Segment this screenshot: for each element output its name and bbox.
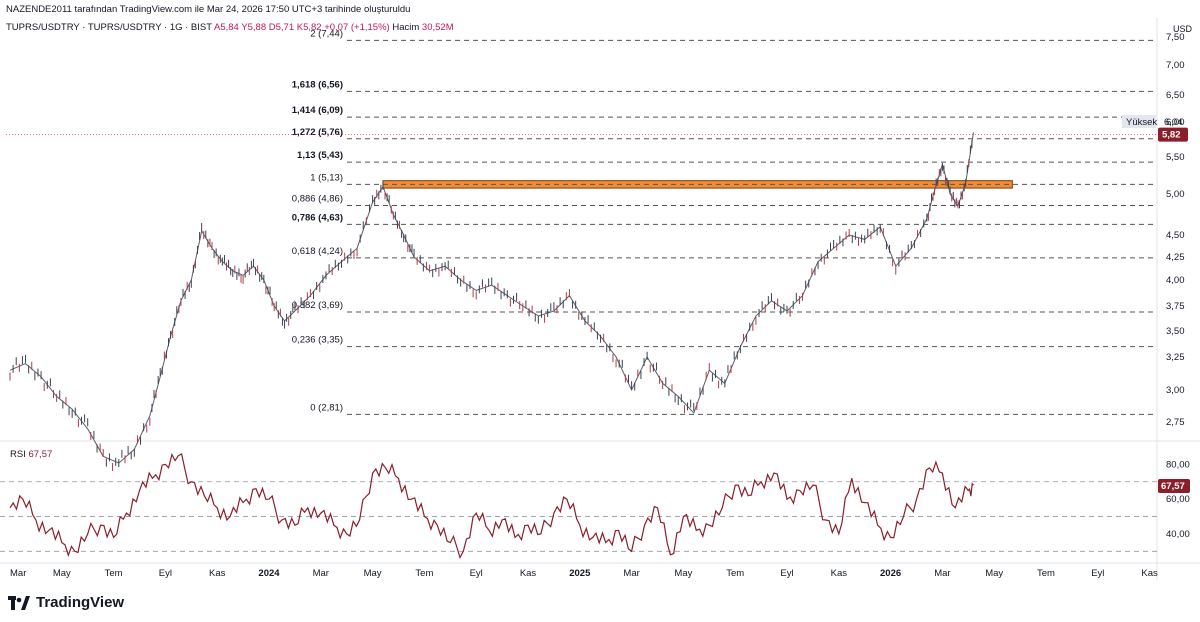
last-price-badge xyxy=(1158,127,1188,142)
time-axis-tick: Tem xyxy=(726,568,744,579)
rsi-current: 67,57 xyxy=(28,449,53,460)
time-axis-tick: Eyl xyxy=(470,568,483,579)
time-axis-tick: Kas xyxy=(1141,568,1158,579)
rsi-legend: RSI 67,57 xyxy=(10,449,52,460)
fib-level-label: 0,618 (4,24) xyxy=(292,246,343,257)
price-axis-tick: 3,00 xyxy=(1166,385,1185,396)
time-axis-tick: May xyxy=(674,568,692,579)
rsi-value-badge xyxy=(1158,478,1190,493)
time-axis-tick: May xyxy=(985,568,1003,579)
ohlc-values: A5,84 Y5,88 D5,71 K5,82 +0,07 (+1,15%) xyxy=(214,22,390,33)
tradingview-logo-icon xyxy=(8,595,30,610)
price-axis-tick: 7,00 xyxy=(1166,60,1185,71)
attribution-text: NAZENDE2011 tarafından TradingView.com i… xyxy=(6,4,411,15)
price-axis-tick: 4,50 xyxy=(1166,230,1185,241)
last-price-badge-label: 5,82 xyxy=(1162,130,1181,141)
fib-level-label: 1,414 (6,09) xyxy=(292,105,343,116)
time-axis-tick: May xyxy=(53,568,71,579)
tradingview-logo[interactable]: TradingView xyxy=(8,594,124,611)
rsi-axis-tick: 80,00 xyxy=(1166,459,1190,470)
time-axis-tick: Kas xyxy=(520,568,537,579)
time-axis-tick: 2024 xyxy=(258,568,280,579)
time-axis-tick: Tem xyxy=(1037,568,1055,579)
price-axis-tick: 4,00 xyxy=(1166,275,1185,286)
time-axis-tick: Tem xyxy=(415,568,433,579)
rsi-axis-tick: 60,00 xyxy=(1166,494,1190,505)
volume-label: Hacim xyxy=(392,22,420,33)
price-axis-tick: 7,50 xyxy=(1166,32,1185,43)
rsi-name[interactable]: RSI xyxy=(10,449,26,460)
high-marker-bg xyxy=(1122,115,1156,128)
time-axis-tick: Mar xyxy=(623,568,639,579)
symbol-info: TUPRS/USDTRY · TUPRS/USDTRY · 1G · BIST … xyxy=(6,22,454,33)
time-axis-tick: 2025 xyxy=(569,568,591,579)
fib-level-label: 1,272 (5,76) xyxy=(292,127,343,138)
price-axis-tick: 5,50 xyxy=(1166,152,1185,163)
price-axis-tick: 4,25 xyxy=(1166,252,1185,263)
tradingview-logo-text: TradingView xyxy=(36,594,125,611)
fib-level-label: 1,618 (6,56) xyxy=(292,79,343,90)
price-axis-tick: 6,50 xyxy=(1166,90,1185,101)
rsi-value-badge-label: 67,57 xyxy=(1161,481,1185,492)
time-axis-tick: Tem xyxy=(105,568,123,579)
fib-level-label: 1,13 (5,43) xyxy=(297,150,343,161)
high-marker-label: Yüksek xyxy=(1126,117,1157,128)
price-axis-tick: 3,75 xyxy=(1166,301,1185,312)
price-axis-tick: 3,50 xyxy=(1166,326,1185,337)
fib-level-label: 0 (2,81) xyxy=(310,402,343,413)
price-axis-tick: 5,00 xyxy=(1166,189,1185,200)
rsi-line xyxy=(9,452,974,560)
high-marker-value: 6,04 xyxy=(1164,117,1183,128)
time-axis-tick: Mar xyxy=(313,568,329,579)
time-axis-tick: Eyl xyxy=(159,568,172,579)
fib-level-label: 0,236 (3,35) xyxy=(292,335,343,346)
time-axis-tick: Mar xyxy=(934,568,950,579)
time-axis-tick: May xyxy=(364,568,382,579)
symbol-name[interactable]: TUPRS/USDTRY · TUPRS/USDTRY · 1G · BIST xyxy=(6,22,212,33)
time-axis-tick: Kas xyxy=(209,568,226,579)
time-axis-tick: Eyl xyxy=(1091,568,1104,579)
price-axis-tick: 2,75 xyxy=(1166,417,1185,428)
fib-level-label: 0,886 (4,86) xyxy=(292,193,343,204)
price-axis-tick: 6,00 xyxy=(1166,117,1185,128)
fib-level-label: 0,786 (4,63) xyxy=(292,212,343,223)
price-axis-tick: 3,25 xyxy=(1166,352,1185,363)
time-axis-tick: Kas xyxy=(831,568,848,579)
volume-value: 30,52M xyxy=(421,22,454,33)
rsi-axis-tick: 40,00 xyxy=(1166,529,1190,540)
time-axis-tick: 2026 xyxy=(880,568,901,579)
fib-level-label: 1 (5,13) xyxy=(310,172,343,183)
fib-level-label: 2 (7,44) xyxy=(310,28,343,39)
fib-level-label: 0,382 (3,69) xyxy=(292,300,343,311)
currency-label[interactable]: USD xyxy=(1172,24,1192,34)
time-axis-tick: Mar xyxy=(10,568,26,579)
time-axis-tick: Eyl xyxy=(780,568,793,579)
